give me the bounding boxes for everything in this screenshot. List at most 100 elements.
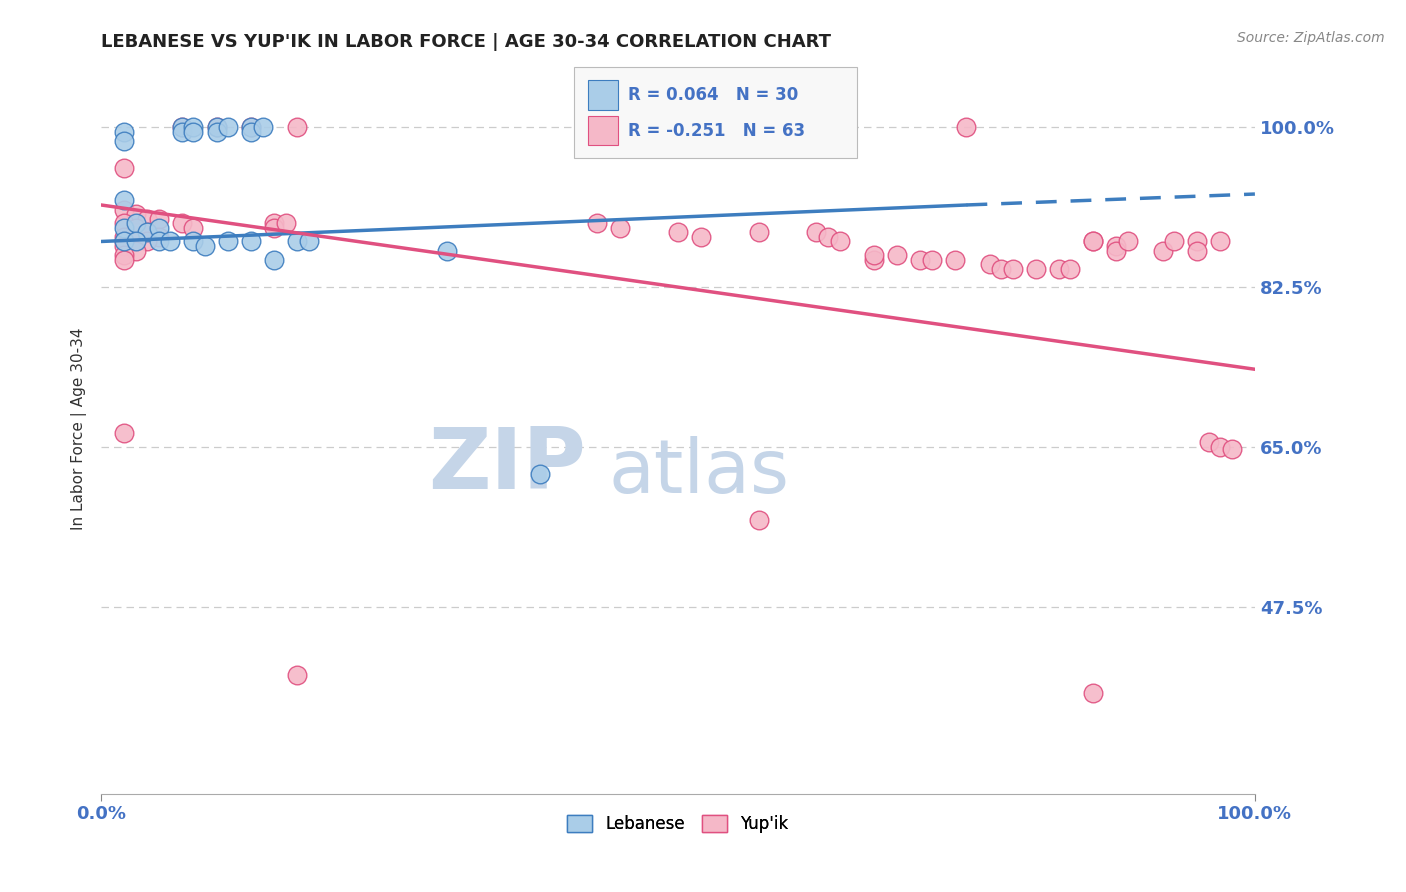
Point [112,230,135,244]
Text: ZIP: ZIP [427,424,586,507]
Point [112,252,135,267]
Point [112,125,135,139]
Point [298,235,321,249]
Point [285,235,308,249]
Point [240,120,263,135]
Point [125,216,148,230]
Point [112,235,135,249]
Point [112,235,135,249]
Text: R = 0.064   N = 30: R = 0.064 N = 30 [628,86,799,103]
FancyBboxPatch shape [588,80,619,110]
Point [1059,261,1081,276]
Point [112,426,135,441]
Point [112,202,135,217]
Point [690,230,713,244]
Point [1209,235,1232,249]
Point [1001,261,1024,276]
Point [806,225,828,239]
Point [1187,244,1209,258]
Point [1047,261,1070,276]
Point [205,120,228,135]
Text: R = -0.251   N = 63: R = -0.251 N = 63 [628,121,806,140]
Point [183,235,205,249]
Point [863,252,886,267]
Point [125,235,148,249]
Point [205,120,228,135]
Y-axis label: In Labor Force | Age 30-34: In Labor Force | Age 30-34 [72,327,87,530]
Point [1025,261,1047,276]
Point [609,220,631,235]
Point [979,257,1001,271]
FancyBboxPatch shape [588,116,619,145]
Point [125,235,148,249]
Point [263,252,285,267]
Point [183,220,205,235]
Point [136,225,159,239]
Point [112,220,135,235]
Point [748,225,770,239]
Point [1105,244,1128,258]
Point [806,120,828,135]
Point [125,207,148,221]
FancyBboxPatch shape [574,67,856,159]
Point [586,216,609,230]
Point [910,252,932,267]
Legend: Lebanese, Yup'ik: Lebanese, Yup'ik [561,809,796,840]
Point [112,248,135,262]
Point [529,467,551,482]
Point [886,248,908,262]
Point [1209,440,1232,454]
Point [194,239,217,253]
Point [955,120,977,135]
Point [748,513,770,527]
Point [1083,686,1105,700]
Point [112,239,135,253]
Point [205,125,228,139]
Point [112,216,135,230]
Point [125,220,148,235]
Point [263,216,285,230]
Point [112,194,135,208]
Point [148,235,170,249]
Point [1116,235,1139,249]
Point [285,668,308,682]
Text: LEBANESE VS YUP'IK IN LABOR FORCE | AGE 30-34 CORRELATION CHART: LEBANESE VS YUP'IK IN LABOR FORCE | AGE … [101,33,831,51]
Point [240,125,263,139]
Point [1152,244,1174,258]
Point [263,220,285,235]
Text: atlas: atlas [609,436,790,509]
Point [817,230,839,244]
Point [159,235,181,249]
Point [136,235,159,249]
Point [112,134,135,148]
Point [943,252,966,267]
Point [252,120,274,135]
Point [274,216,297,230]
Point [170,120,193,135]
Point [170,120,193,135]
Point [921,252,943,267]
Point [112,161,135,176]
Point [1220,442,1243,456]
Point [436,244,458,258]
Point [1198,435,1220,450]
Point [217,120,239,135]
Point [170,216,193,230]
Point [1163,235,1185,249]
Point [183,125,205,139]
Point [1105,239,1128,253]
Point [1083,235,1105,249]
Point [136,225,159,239]
Point [1083,235,1105,249]
Point [136,211,159,226]
Point [1187,235,1209,249]
Point [148,211,170,226]
Point [148,220,170,235]
Point [148,230,170,244]
Point [170,125,193,139]
Point [990,261,1012,276]
Point [240,120,263,135]
Point [285,120,308,135]
Point [666,225,689,239]
Point [240,235,263,249]
